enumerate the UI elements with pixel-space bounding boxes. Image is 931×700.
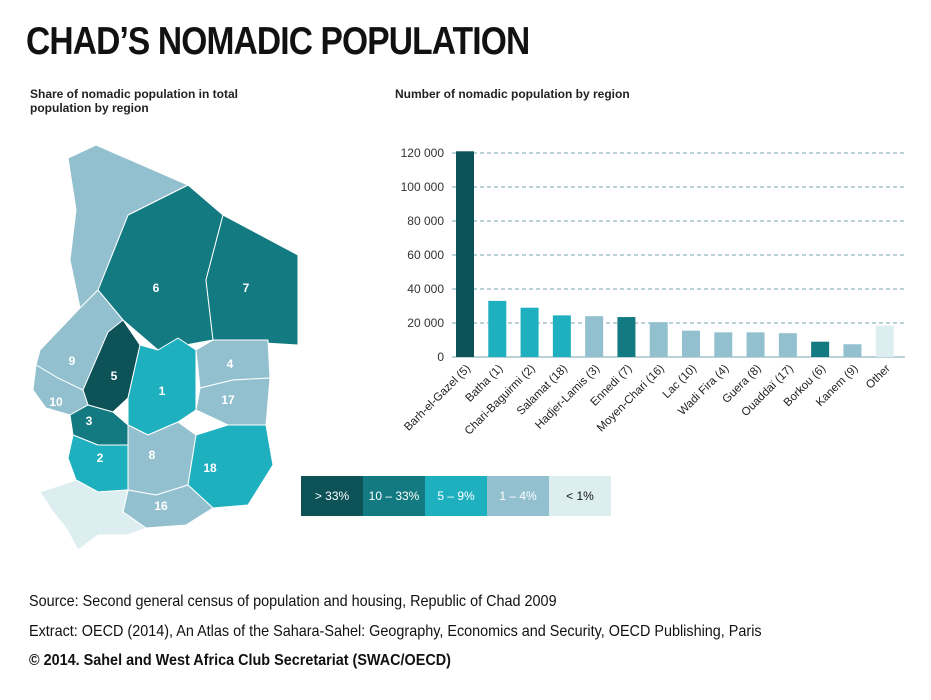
source-note: Source: Second general census of populat… bbox=[29, 593, 557, 610]
bar bbox=[520, 307, 539, 357]
region-batha bbox=[127, 337, 197, 436]
map-label-4: 4 bbox=[227, 357, 234, 371]
y-tick-label: 100 000 bbox=[401, 180, 445, 194]
region-salamat bbox=[187, 424, 274, 509]
bar bbox=[778, 333, 797, 357]
map-label-18: 18 bbox=[203, 461, 217, 475]
x-tick-label: Other bbox=[864, 363, 893, 392]
map-label-8: 8 bbox=[149, 448, 156, 462]
bar bbox=[746, 332, 765, 357]
bar bbox=[843, 344, 862, 357]
legend-item-10-33: 10 – 33% bbox=[363, 476, 425, 516]
bar bbox=[585, 316, 604, 357]
copyright-note: © 2014. Sahel and West Africa Club Secre… bbox=[29, 652, 451, 669]
chart-title: Number of nomadic population by region bbox=[395, 87, 630, 101]
region-southwest bbox=[39, 479, 147, 551]
extract-note: Extract: OECD (2014), An Atlas of the Sa… bbox=[29, 623, 762, 640]
y-tick-label: 60 000 bbox=[407, 248, 444, 262]
map-label-1: 1 bbox=[159, 384, 166, 398]
map-label-3: 3 bbox=[86, 414, 93, 428]
bar bbox=[811, 341, 830, 357]
map-label-2: 2 bbox=[97, 451, 104, 465]
region-guera bbox=[127, 421, 197, 496]
y-tick-label: 0 bbox=[437, 350, 444, 364]
legend-item-1-4: 1 – 4% bbox=[487, 476, 549, 516]
map-label-17: 17 bbox=[221, 393, 235, 407]
bar bbox=[875, 325, 894, 357]
bar bbox=[649, 322, 668, 357]
y-tick-label: 80 000 bbox=[407, 214, 444, 228]
map-label-9: 9 bbox=[69, 354, 76, 368]
bar bbox=[456, 151, 474, 357]
x-tick-label: Barh-el-Gazel (5) bbox=[402, 363, 473, 434]
y-tick-label: 40 000 bbox=[407, 282, 444, 296]
chart-grid bbox=[452, 152, 905, 358]
legend: > 33% 10 – 33% 5 – 9% 1 – 4% < 1% bbox=[301, 476, 611, 516]
map-label-5: 5 bbox=[111, 369, 118, 383]
map-label-16: 16 bbox=[154, 499, 168, 513]
bar bbox=[617, 317, 636, 357]
chad-region-map: 6 7 9 5 1 4 10 17 3 2 8 18 16 bbox=[32, 144, 299, 551]
chart-bars bbox=[456, 151, 894, 357]
map-subtitle: Share of nomadic population in total pop… bbox=[30, 87, 239, 115]
legend-item-5-9: 5 – 9% bbox=[425, 476, 487, 516]
map-label-10: 10 bbox=[49, 395, 63, 409]
legend-item-above-33: > 33% bbox=[301, 476, 363, 516]
legend-item-below-1: < 1% bbox=[549, 476, 611, 516]
bar bbox=[488, 300, 507, 357]
region-ennedi bbox=[205, 214, 299, 346]
page-title: CHAD’S NOMADIC POPULATION bbox=[26, 20, 530, 63]
bar bbox=[714, 332, 733, 357]
map-label-7: 7 bbox=[243, 281, 250, 295]
y-tick-label: 120 000 bbox=[401, 146, 445, 160]
x-axis-labels: Barh-el-Gazel (5)Batha (1)Chari-Baguirmi… bbox=[402, 363, 893, 438]
bar bbox=[682, 330, 700, 357]
map-label-6: 6 bbox=[153, 281, 160, 295]
y-axis-ticks: 0 20 000 40 000 60 000 80 000 100 000 120 000 bbox=[401, 146, 445, 364]
y-tick-label: 20 000 bbox=[407, 316, 444, 330]
bar bbox=[552, 315, 571, 357]
